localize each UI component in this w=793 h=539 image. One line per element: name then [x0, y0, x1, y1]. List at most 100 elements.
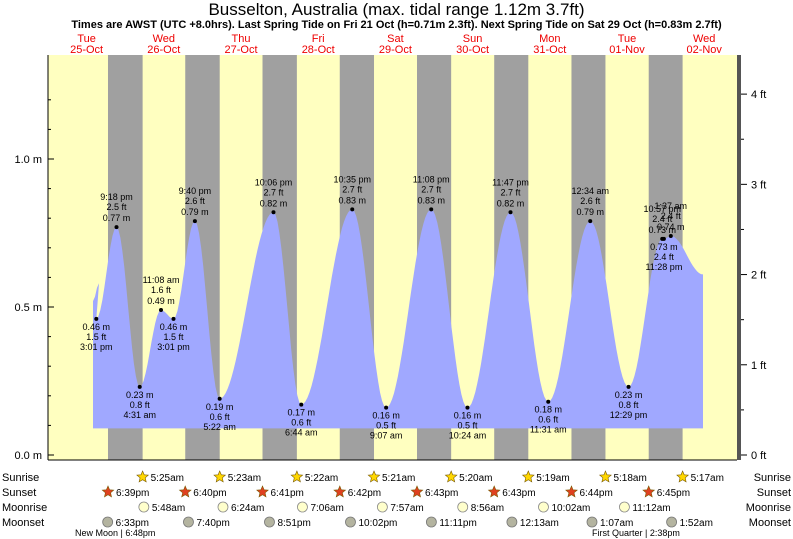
tide-point	[114, 225, 119, 230]
moonset-time: 7:40pm	[196, 518, 229, 529]
day-header-dow: Tue	[618, 33, 637, 45]
tide-point	[192, 219, 197, 224]
tide-time-label: 11:31 am	[530, 425, 567, 435]
tide-m-label: 0.82 m	[260, 198, 288, 208]
astro-row-label-right: Sunrise	[754, 472, 791, 484]
moonset-icon	[264, 516, 275, 528]
tide-time-label: 11:08 am	[143, 275, 180, 285]
moonset-time: 10:02pm	[358, 518, 397, 529]
sunset-icon	[410, 485, 424, 498]
y-tick-label-left: 0.0 m	[14, 450, 42, 462]
sunrise-time: 5:20am	[459, 473, 492, 484]
tide-point	[626, 384, 631, 389]
tide-ft-label: 2.7 ft	[263, 187, 284, 197]
day-header-dow: Wed	[153, 33, 175, 45]
sunrise-icon	[367, 470, 381, 483]
tide-m-label: 0.83 m	[417, 195, 445, 205]
chart-title: Busselton, Australia (max. tidal range 1…	[208, 0, 585, 19]
day-header-dow: Fri	[312, 33, 325, 45]
moonset-icon	[345, 516, 356, 528]
axes: 0.0 m 0.5 m 1.0 m 0 ft 1 ft 2 ft 3 ft 4 ft	[14, 55, 766, 462]
tide-time-label: 6:44 am	[285, 428, 318, 438]
tide-ft-label: 2.5 ft	[107, 202, 128, 212]
tide-ft-label: 1.5 ft	[86, 332, 107, 342]
moonrise-icon	[376, 501, 388, 513]
sunrise-icon	[676, 470, 690, 483]
moonrise-time: 7:06am	[310, 503, 343, 514]
sunset-icon	[101, 485, 115, 498]
tide-point	[94, 316, 99, 321]
tide-ft-label: 0.5 ft	[376, 421, 397, 431]
moonrise-time: 6:24am	[231, 503, 264, 514]
sunrise-time: 5:23am	[228, 473, 261, 484]
sunset-time: 6:42pm	[348, 488, 381, 499]
tide-time-label: 10:06 pm	[255, 177, 293, 187]
sunrise-time: 5:17am	[691, 473, 724, 484]
moonrise-icon	[457, 501, 469, 513]
sunrise-time: 5:22am	[305, 473, 338, 484]
moonrise-row: 5:48am 6:24am 7:06am 7:57am 8:56am 10:02am 11:…	[138, 501, 671, 514]
tide-time-label: 5:22 am	[203, 422, 236, 432]
tide-point	[546, 399, 551, 404]
moonrise-icon	[138, 501, 150, 513]
tide-point	[465, 405, 470, 410]
sunset-icon	[487, 485, 501, 498]
tide-time-label: 10:24 am	[449, 431, 487, 441]
tide-m-label: 0.49 m	[147, 296, 175, 306]
moonset-icon	[666, 516, 678, 528]
tide-m-label: 0.46 m	[160, 322, 188, 332]
tide-point	[429, 207, 434, 212]
moonrise-icon	[297, 501, 308, 513]
tide-time-label: 11:47 pm	[492, 177, 529, 187]
tide-point	[217, 396, 222, 401]
sunset-icon	[178, 485, 192, 498]
tide-ft-label: 2.4 ft	[661, 211, 682, 221]
day-header-dow: Mon	[539, 33, 560, 45]
tide-point	[588, 219, 593, 224]
tide-time-label: 4:31 am	[123, 410, 156, 420]
moonset-icon	[102, 516, 114, 528]
tide-ft-label: 0.5 ft	[457, 421, 478, 431]
moon-phase-new: New Moon | 6:48pm	[75, 528, 155, 538]
day-headers: Tue25-OctWed26-OctThu27-OctFri28-OctSat2…	[70, 33, 722, 56]
y-axis-right-bar	[737, 55, 741, 460]
astro-row-label-left: Sunrise	[2, 472, 39, 484]
tide-m-label: 0.46 m	[83, 322, 111, 332]
astro-row-label-right: Moonrise	[746, 502, 791, 514]
tide-m-label: 0.23 m	[615, 390, 643, 400]
sunrise-row: 5:25am 5:23am 5:22am 5:21am 5:20am 5:19am 5:18…	[136, 470, 724, 484]
sunrise-icon	[290, 470, 304, 483]
tide-m-label: 0.73 m	[648, 225, 676, 235]
sunset-time: 6:41pm	[270, 488, 303, 499]
moonset-icon	[425, 516, 437, 528]
tide-ft-label: 2.7 ft	[342, 184, 363, 194]
moonrise-icon	[217, 501, 229, 513]
moonrise-time: 8:56am	[471, 503, 504, 514]
astro-row-label-left: Moonset	[2, 517, 44, 529]
tide-ft-label: 1.6 ft	[151, 285, 172, 295]
tide-m-label: 0.19 m	[206, 402, 234, 412]
day-header-date: 02-Nov	[686, 44, 722, 56]
sunrise-icon	[136, 470, 150, 483]
tide-m-label: 0.82 m	[497, 198, 525, 208]
tide-point	[171, 316, 176, 321]
tide-m-label: 0.79 m	[181, 207, 209, 217]
moonrise-time: 11:12am	[632, 503, 670, 514]
sunset-time: 6:45pm	[657, 488, 690, 499]
moonset-time: 8:51pm	[277, 518, 310, 529]
sunset-icon	[256, 485, 269, 498]
tide-time-label: 3:01 pm	[157, 342, 190, 352]
astro-row-label-left: Moonrise	[2, 502, 47, 514]
sunrise-icon	[521, 470, 535, 483]
tide-time-label: 9:40 pm	[179, 186, 212, 196]
astro-row-label-right: Moonset	[749, 517, 791, 529]
chart-subtitle: Times are AWST (UTC +8.0hrs). Last Sprin…	[71, 19, 722, 31]
tide-point	[668, 233, 673, 238]
moonset-icon	[506, 516, 518, 528]
tide-time-label: 11:08 pm	[413, 174, 450, 184]
tide-point	[384, 405, 389, 410]
sunset-time: 6:44pm	[579, 488, 612, 499]
tide-ft-label: 2.6 ft	[185, 196, 206, 206]
